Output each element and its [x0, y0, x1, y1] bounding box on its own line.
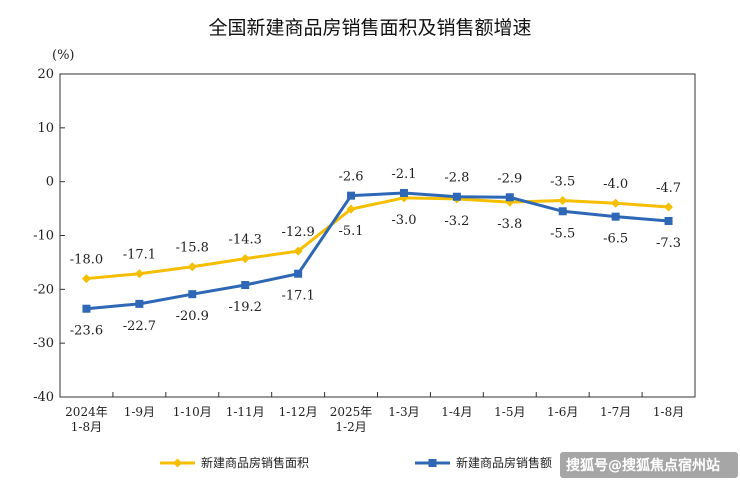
legend: 新建商品房销售面积 新建商品房销售额 [160, 455, 552, 470]
y-tick-label: -40 [33, 390, 54, 405]
data-point [241, 281, 250, 290]
x-tick-label: 1-5月 [494, 405, 525, 419]
data-label: -17.1 [281, 289, 314, 304]
watermark-background [560, 452, 738, 478]
legend-marker-amount [428, 459, 437, 467]
data-point [134, 269, 144, 279]
x-tick-label: 2025年 [330, 405, 373, 419]
y-tick-label: 0 [46, 175, 54, 190]
x-tick-label: 1-6月 [547, 405, 578, 419]
data-label: -12.9 [281, 225, 314, 240]
data-point [293, 246, 303, 256]
data-label: -2.1 [391, 167, 416, 182]
data-label: -3.8 [497, 217, 522, 232]
x-tick-label: 1-7月 [600, 405, 631, 419]
watermark-text: 搜狐号@搜狐焦点宿州站 [566, 457, 720, 474]
data-point [188, 290, 197, 299]
data-point [82, 304, 91, 313]
data-point [558, 207, 567, 216]
data-point [399, 188, 408, 197]
data-point [611, 212, 620, 221]
data-label: -3.5 [550, 175, 575, 190]
x-tick-label: 1-8月 [653, 405, 684, 419]
watermark: 搜狐号@搜狐焦点宿州站 [560, 452, 738, 478]
data-point [664, 216, 673, 225]
legend-label-area: 新建商品房销售面积 [201, 455, 309, 470]
y-tick-label: 10 [37, 121, 54, 136]
data-point [505, 193, 514, 202]
x-tick-label: 1-10月 [173, 405, 212, 419]
x-tick-label: 1-9月 [124, 405, 155, 419]
data-label: -22.7 [123, 319, 156, 334]
data-label: -17.1 [123, 248, 156, 263]
data-label: -5.5 [550, 226, 575, 241]
data-label: -14.3 [229, 233, 262, 248]
series-line-0 [86, 196, 669, 281]
data-point [81, 274, 91, 284]
data-label: -3.2 [444, 214, 469, 229]
data-label: -15.8 [176, 241, 209, 256]
data-point [135, 299, 144, 308]
data-label: -4.7 [656, 181, 681, 196]
data-point [187, 262, 197, 272]
x-tick-label: 1-11月 [226, 405, 265, 419]
legend-label-amount: 新建商品房销售额 [456, 455, 552, 470]
chart-title: 全国新建商品房销售面积及销售额增速 [208, 17, 531, 39]
x-tick-label: 1-8月 [71, 420, 102, 434]
y-tick-label: -10 [33, 229, 54, 244]
data-labels: -18.0 -23.6 -17.1 -22.7 -15.8 -20.9 -14.3 -19.2… [70, 167, 681, 339]
y-tick-label: 20 [37, 67, 54, 82]
series-group [81, 188, 674, 313]
data-point [664, 202, 674, 212]
x-tick-label: 1-4月 [441, 405, 472, 419]
data-label: -5.1 [339, 224, 364, 239]
y-axis: 20 10 0 -10 -20 -30 -40 [33, 67, 65, 405]
data-label: -2.6 [339, 170, 364, 185]
data-label: -19.2 [229, 300, 262, 315]
data-point [346, 204, 356, 214]
series-line-1 [86, 191, 669, 311]
x-tick-label: 2024年 [65, 405, 108, 419]
x-tick-label: 1-3月 [388, 405, 419, 419]
data-label: -23.6 [70, 324, 103, 339]
data-label: -6.5 [603, 232, 628, 247]
data-label: -18.0 [70, 253, 103, 268]
data-point [452, 192, 461, 201]
y-tick-label: -20 [33, 282, 54, 297]
x-tick-label: 1-2月 [335, 420, 366, 434]
x-tick-label: 1-12月 [279, 405, 318, 419]
data-label: -3.0 [391, 213, 416, 228]
data-point [347, 191, 356, 200]
legend-marker-area [173, 458, 182, 468]
data-point [611, 198, 621, 208]
plot-frame [59, 73, 696, 398]
data-label: -2.9 [497, 171, 522, 186]
data-point [240, 254, 250, 264]
data-label: -4.0 [603, 177, 628, 192]
data-label: -2.8 [444, 171, 469, 186]
y-axis-unit: (%) [52, 48, 75, 63]
data-label: -20.9 [176, 309, 209, 324]
data-label: -7.3 [656, 236, 681, 251]
data-point [294, 269, 303, 278]
y-tick-label: -30 [33, 336, 54, 351]
data-point [558, 196, 568, 206]
